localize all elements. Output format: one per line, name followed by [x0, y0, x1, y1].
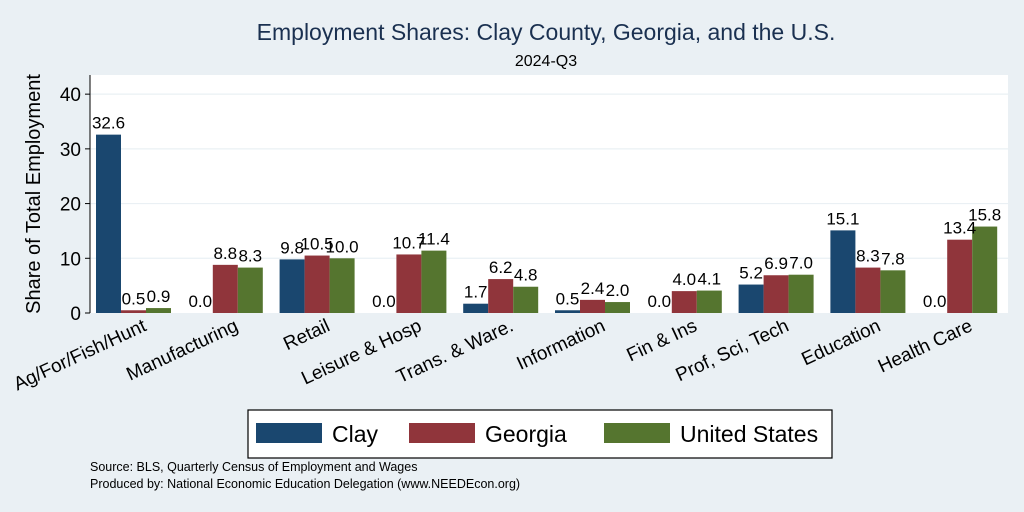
- legend-swatch: [604, 423, 670, 443]
- data-labels: 32.60.5 0.9 0.08.8 8.3 9.810.510.00.010.711.…: [92, 114, 1001, 311]
- data-label: 0.0: [372, 292, 396, 311]
- bar: [121, 310, 146, 313]
- data-label: 15.8: [968, 206, 1001, 225]
- bar: [146, 308, 171, 313]
- data-label: 4.8: [514, 266, 538, 285]
- bar: [463, 303, 489, 313]
- data-label: 0.0: [188, 292, 212, 311]
- data-label: 6.2: [489, 258, 513, 277]
- bar: [488, 279, 514, 313]
- bar: [972, 226, 998, 313]
- bar: [880, 270, 906, 313]
- bar: [696, 290, 722, 313]
- data-label: 10.5: [301, 235, 334, 254]
- legend: Clay Georgia United States: [247, 409, 833, 459]
- bar: [605, 302, 630, 313]
- y-tick-label: 40: [60, 85, 81, 106]
- bar: [738, 284, 764, 313]
- x-category-label: Information: [514, 315, 609, 374]
- data-label: 10.7: [392, 233, 425, 252]
- bar: [555, 310, 580, 313]
- data-label: 4.0: [672, 270, 696, 289]
- data-label: 0.0: [647, 292, 671, 311]
- data-label: 8.3: [238, 247, 262, 266]
- bar: [855, 267, 881, 313]
- y-axis: 0 10 20 30 40: [60, 75, 91, 325]
- data-label: 11.4: [418, 230, 450, 249]
- y-axis-label: Share of Total Employment: [23, 74, 45, 314]
- data-label: 8.8: [213, 244, 237, 263]
- data-label: 0.0: [923, 292, 947, 311]
- data-label: 1.7: [464, 283, 488, 302]
- data-label: 4.1: [697, 270, 721, 289]
- y-tick-label: 10: [60, 249, 81, 270]
- bar: [788, 274, 814, 313]
- x-category-label: Ag/For/Fish/Hunt: [11, 315, 151, 395]
- bar: [212, 264, 238, 313]
- bar: [237, 267, 263, 313]
- y-tick-label: 0: [70, 304, 81, 325]
- data-label: 5.2: [739, 264, 763, 283]
- data-label: 10.0: [326, 237, 359, 256]
- bar: [304, 255, 330, 313]
- data-label: 9.8: [280, 238, 304, 257]
- data-label: 0.9: [147, 287, 171, 306]
- bar: [421, 250, 447, 313]
- source-line: Source: BLS, Quarterly Census of Employm…: [90, 460, 417, 474]
- legend-swatch: [409, 423, 475, 443]
- legend-label: United States: [680, 421, 818, 447]
- bar: [580, 299, 605, 313]
- bar: [279, 259, 305, 313]
- data-label: 32.6: [92, 114, 125, 133]
- y-tick-label: 20: [60, 195, 81, 216]
- data-label: 7.8: [881, 249, 905, 268]
- data-label: 0.5: [556, 289, 580, 308]
- bars: [96, 134, 998, 313]
- data-label: 13.4: [943, 219, 976, 238]
- legend-box: [247, 409, 833, 459]
- data-label: 2.4: [581, 279, 605, 298]
- produced-by-line: Produced by: National Economic Education…: [90, 477, 520, 491]
- data-label: 2.0: [606, 281, 630, 300]
- bar: [513, 286, 539, 313]
- data-label: 8.3: [856, 247, 880, 266]
- data-label: 6.9: [764, 254, 788, 273]
- bar: [329, 258, 355, 313]
- legend-label: Clay: [332, 421, 379, 447]
- data-label: 0.5: [122, 289, 146, 308]
- y-tick-label: 30: [60, 140, 81, 161]
- chart-title: Employment Shares: Clay County, Georgia,…: [257, 19, 836, 45]
- legend-label: Georgia: [485, 421, 567, 447]
- bar: [671, 291, 697, 313]
- bar: [947, 239, 973, 313]
- x-category-label: Retail: [280, 315, 333, 355]
- bar: [763, 275, 789, 313]
- x-category-label: Education: [799, 315, 884, 370]
- bar: [96, 134, 121, 313]
- legend-swatch: [256, 423, 322, 443]
- chart-subtitle: 2024-Q3: [515, 53, 577, 70]
- data-label: 15.1: [826, 209, 859, 228]
- bar: [830, 230, 856, 313]
- data-label: 7.0: [789, 254, 813, 273]
- x-category-label: Health Care: [875, 315, 976, 377]
- bar: [396, 254, 422, 313]
